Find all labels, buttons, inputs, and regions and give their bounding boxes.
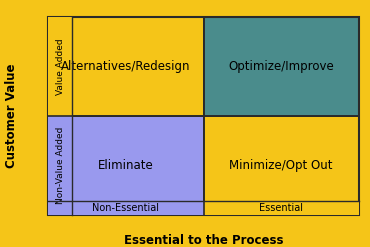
Text: Value Added: Value Added (56, 38, 65, 95)
Bar (48, 17, 72, 116)
Text: Essential to the Process: Essential to the Process (124, 234, 283, 247)
Bar (48, 201, 204, 215)
Bar (204, 116, 359, 215)
Text: Customer Value: Customer Value (4, 64, 18, 168)
Bar (48, 17, 359, 215)
Bar (204, 17, 359, 116)
Bar (204, 201, 359, 215)
Text: Non-Value Added: Non-Value Added (56, 127, 65, 204)
Text: Minimize/Opt Out: Minimize/Opt Out (229, 159, 333, 172)
Text: Eliminate: Eliminate (98, 159, 154, 172)
Bar (48, 116, 204, 215)
Text: Non-Essential: Non-Essential (92, 203, 159, 213)
Text: Essential: Essential (259, 203, 303, 213)
Text: Optimize/Improve: Optimize/Improve (228, 60, 334, 73)
Bar (48, 17, 204, 116)
Text: Alternatives/Redesign: Alternatives/Redesign (61, 60, 191, 73)
Bar (48, 116, 72, 215)
